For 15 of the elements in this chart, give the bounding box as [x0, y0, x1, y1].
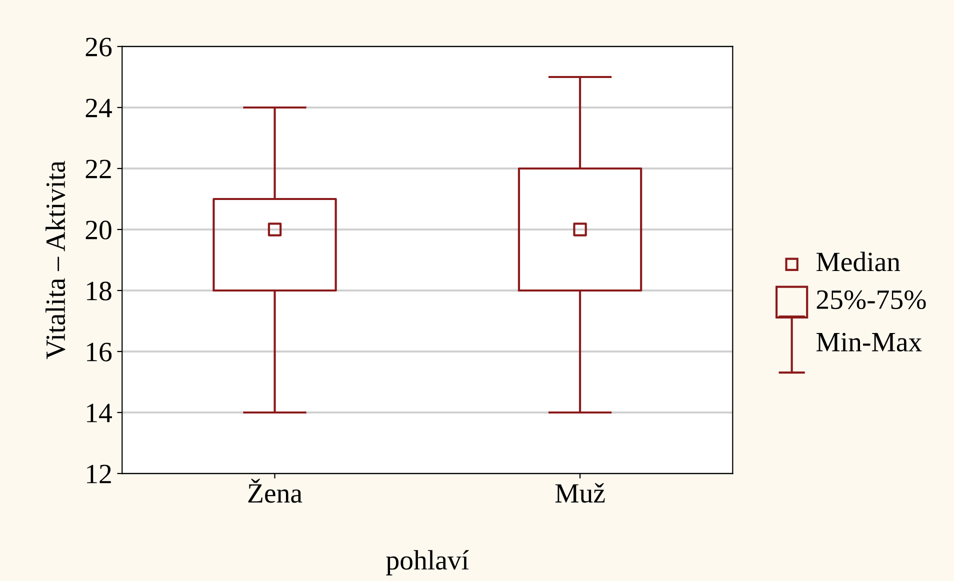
text: Min-Max — [816, 332, 922, 352]
y-tick-label: 18 — [87, 282, 112, 300]
y-tick-label: 20 — [86, 220, 112, 240]
y-tick-label: 22 — [86, 160, 111, 178]
x-tick-label: Muž — [555, 483, 605, 503]
y-axis-title: Vitalita – Aktivita — [46, 160, 66, 360]
x-tick-label: Žena — [248, 478, 302, 503]
y-tick-label: 24 — [86, 98, 112, 118]
y-tick-label: 26 — [86, 38, 112, 56]
x-axis-title: pohlaví — [386, 550, 469, 576]
text: Median — [816, 252, 900, 272]
y-tick-label: 16 — [87, 342, 112, 362]
text: 25%-75% — [816, 290, 926, 310]
y-tick-label: 12 — [87, 464, 111, 484]
y-tick-label: 14 — [87, 404, 112, 422]
